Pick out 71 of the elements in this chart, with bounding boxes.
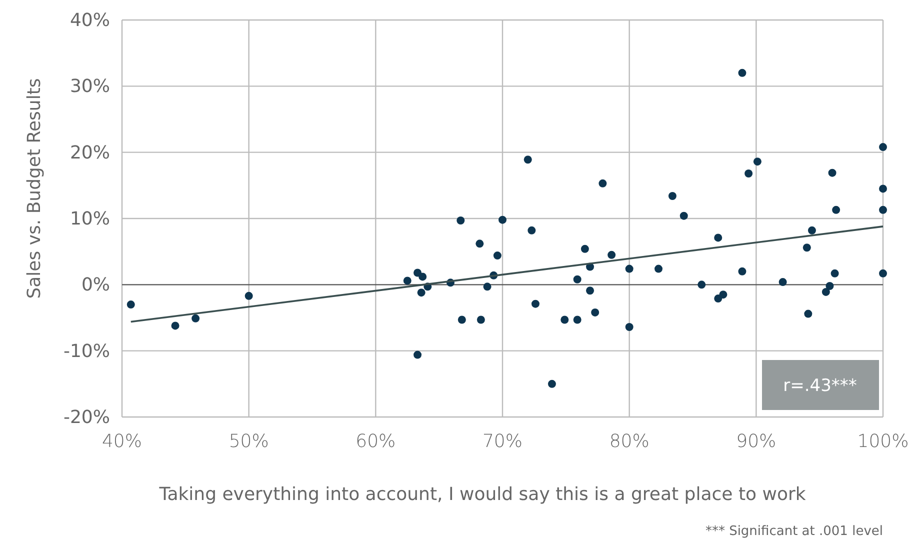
point — [456, 216, 465, 224]
point — [680, 212, 688, 220]
x-tick-label: 60% — [356, 431, 396, 452]
x-tick-label: 100% — [857, 431, 909, 452]
point — [573, 316, 582, 324]
point — [879, 206, 887, 214]
point — [698, 280, 706, 289]
point — [493, 252, 502, 260]
point — [458, 316, 466, 324]
y-tick-label: -10% — [63, 340, 110, 362]
point — [528, 226, 536, 234]
y-axis-title: Sales vs. Budget Results — [24, 78, 45, 299]
point — [598, 179, 607, 188]
point — [414, 350, 422, 359]
point — [719, 290, 728, 299]
x-tick-label: 50% — [228, 431, 269, 452]
point — [879, 269, 887, 278]
x-tick-label: 90% — [736, 431, 776, 452]
x-tick-label: 80% — [609, 431, 650, 452]
point — [126, 300, 135, 309]
point — [580, 244, 589, 253]
x-tick-label: 70% — [482, 431, 523, 452]
point — [418, 272, 427, 281]
point — [738, 267, 746, 276]
y-tick-label: 10% — [70, 208, 110, 230]
y-tick-label: 0% — [81, 274, 110, 296]
point — [714, 234, 722, 242]
point — [738, 68, 746, 77]
point — [625, 264, 634, 273]
annotation: r=.43*** — [783, 376, 857, 396]
point — [586, 286, 594, 295]
y-tick-label: -20% — [63, 407, 110, 428]
point — [832, 206, 840, 214]
point — [244, 292, 253, 300]
point — [192, 314, 200, 322]
point — [476, 316, 485, 324]
point — [591, 308, 600, 316]
point — [560, 316, 569, 324]
point — [826, 282, 834, 290]
x-axis-title: Taking everything into account, I would say this is a great place to work — [158, 484, 806, 505]
point — [879, 184, 887, 193]
point — [524, 156, 532, 164]
point — [753, 158, 762, 166]
text: *** Significant at .001 level — [705, 524, 883, 539]
point — [171, 322, 180, 330]
point — [668, 192, 676, 200]
point — [822, 288, 830, 296]
point — [476, 240, 484, 248]
point — [879, 143, 887, 152]
point — [744, 170, 753, 178]
point — [802, 244, 811, 252]
point — [828, 168, 836, 177]
y-tick-label: 30% — [70, 76, 110, 98]
x-tick-label: 40% — [102, 431, 142, 452]
point — [531, 300, 540, 308]
point — [808, 226, 816, 234]
point — [714, 294, 722, 303]
point — [403, 276, 412, 285]
point — [417, 288, 426, 297]
point — [573, 275, 582, 284]
point — [778, 278, 787, 286]
point — [498, 216, 506, 224]
point — [654, 264, 663, 273]
point — [548, 380, 556, 388]
point — [608, 250, 616, 259]
point — [625, 323, 634, 332]
y-tick-label: 40% — [70, 10, 110, 31]
point — [804, 310, 812, 318]
point — [483, 282, 492, 291]
point — [830, 269, 839, 278]
y-tick-label: 20% — [70, 142, 110, 164]
